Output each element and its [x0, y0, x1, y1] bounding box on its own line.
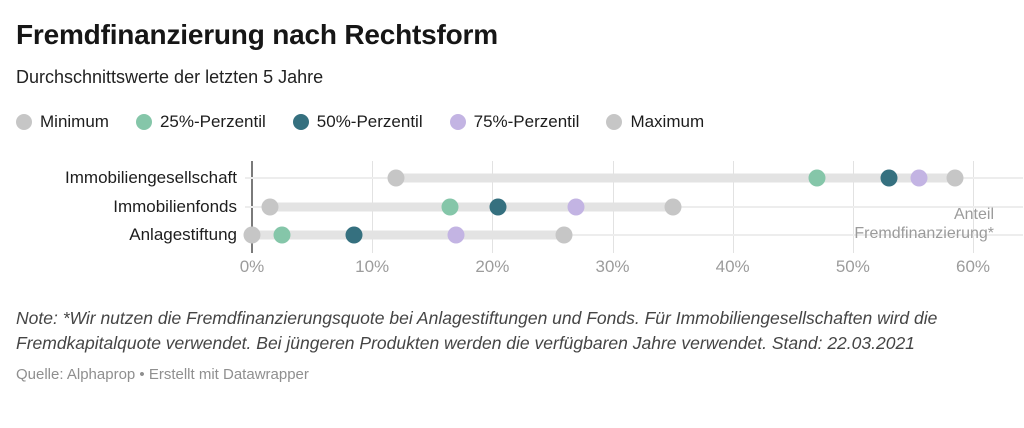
dot-maximum	[664, 198, 682, 215]
dot-p25	[273, 226, 291, 244]
x-tick-label: 50%	[835, 257, 870, 276]
dot-minimum	[387, 169, 405, 187]
dot-p50	[880, 169, 898, 187]
row-label: Immobiliengesellschaft	[65, 168, 237, 187]
range-bar	[264, 202, 679, 211]
axis-annotation-line: Anteil	[953, 206, 994, 223]
legend-item-maximum: Maximum	[606, 112, 704, 132]
chart-note: Note: *Wir nutzen die Fremdfinanzierungs…	[16, 308, 938, 353]
dot-minimum	[243, 226, 261, 244]
row-label: Immobilienfonds	[113, 196, 237, 216]
legend-item-p25: 25%-Perzentil	[135, 112, 266, 132]
legend-label: 50%-Perzentil	[316, 112, 423, 131]
legend-label: 75%-Perzentil	[473, 112, 580, 131]
dot-p25	[441, 198, 459, 215]
legend-item-p75: 75%-Perzentil	[449, 112, 580, 132]
legend-item-p50: 50%-Perzentil	[292, 112, 423, 132]
legend-swatch-p75-icon	[449, 114, 466, 130]
axis-annotation-line: Fremdfinanzierung*	[854, 225, 994, 242]
row-baseline	[245, 234, 1023, 236]
dot-p75	[447, 226, 465, 244]
x-tick-label: 60%	[955, 257, 991, 276]
legend-swatch-p50-icon	[292, 114, 309, 130]
range-bar	[390, 173, 961, 183]
dot-p75	[567, 198, 585, 215]
legend: Minimum 25%-Perzentil 50%-Perzentil 75%-Per…	[16, 112, 1008, 132]
legend-swatch-minimum-icon	[16, 114, 32, 130]
row-label: Anlagestiftung	[129, 225, 237, 244]
legend-label: 25%-Perzentil	[159, 112, 266, 131]
legend-label: Maximum	[630, 112, 705, 131]
axis-annotation: Anteil Fremdfinanzierung*	[854, 205, 994, 243]
dot-p50	[345, 226, 363, 244]
chart-subtitle: Durchschnittswerte der letzten 5 Jahre	[16, 67, 324, 87]
legend-item-minimum: Minimum	[16, 112, 109, 132]
dot-maximum	[946, 169, 964, 187]
x-tick-label: 20%	[475, 257, 510, 276]
source-line: Quelle: Alphaprop • Erstellt mit Datawra…	[16, 366, 309, 383]
page-title: Fremdfinanzierung nach Rechtsform	[16, 19, 498, 50]
dot-range-chart: 0% 10% 20% 30% 40% 50% 60% Immobiliengesellscha…	[16, 161, 1023, 279]
legend-swatch-p25-icon	[135, 114, 152, 130]
x-tick-label: 0%	[239, 257, 265, 276]
x-tick-label: 40%	[715, 257, 750, 276]
x-tick-label: 10%	[355, 257, 390, 276]
dot-p25	[808, 169, 826, 187]
x-tick-label: 30%	[595, 257, 630, 276]
dot-p75	[910, 169, 928, 187]
dot-minimum	[261, 198, 279, 215]
legend-label: Minimum	[40, 112, 109, 131]
dot-p50	[489, 198, 507, 215]
dot-maximum	[555, 226, 573, 244]
legend-swatch-maximum-icon	[606, 114, 623, 130]
plot-area: 0% 10% 20% 30% 40% 50% 60% Immobiliengesellscha…	[65, 161, 1023, 276]
range-bar	[246, 230, 571, 240]
chart-card: Fremdfinanzierung nach Rechtsform Durchs…	[16, 19, 1023, 383]
